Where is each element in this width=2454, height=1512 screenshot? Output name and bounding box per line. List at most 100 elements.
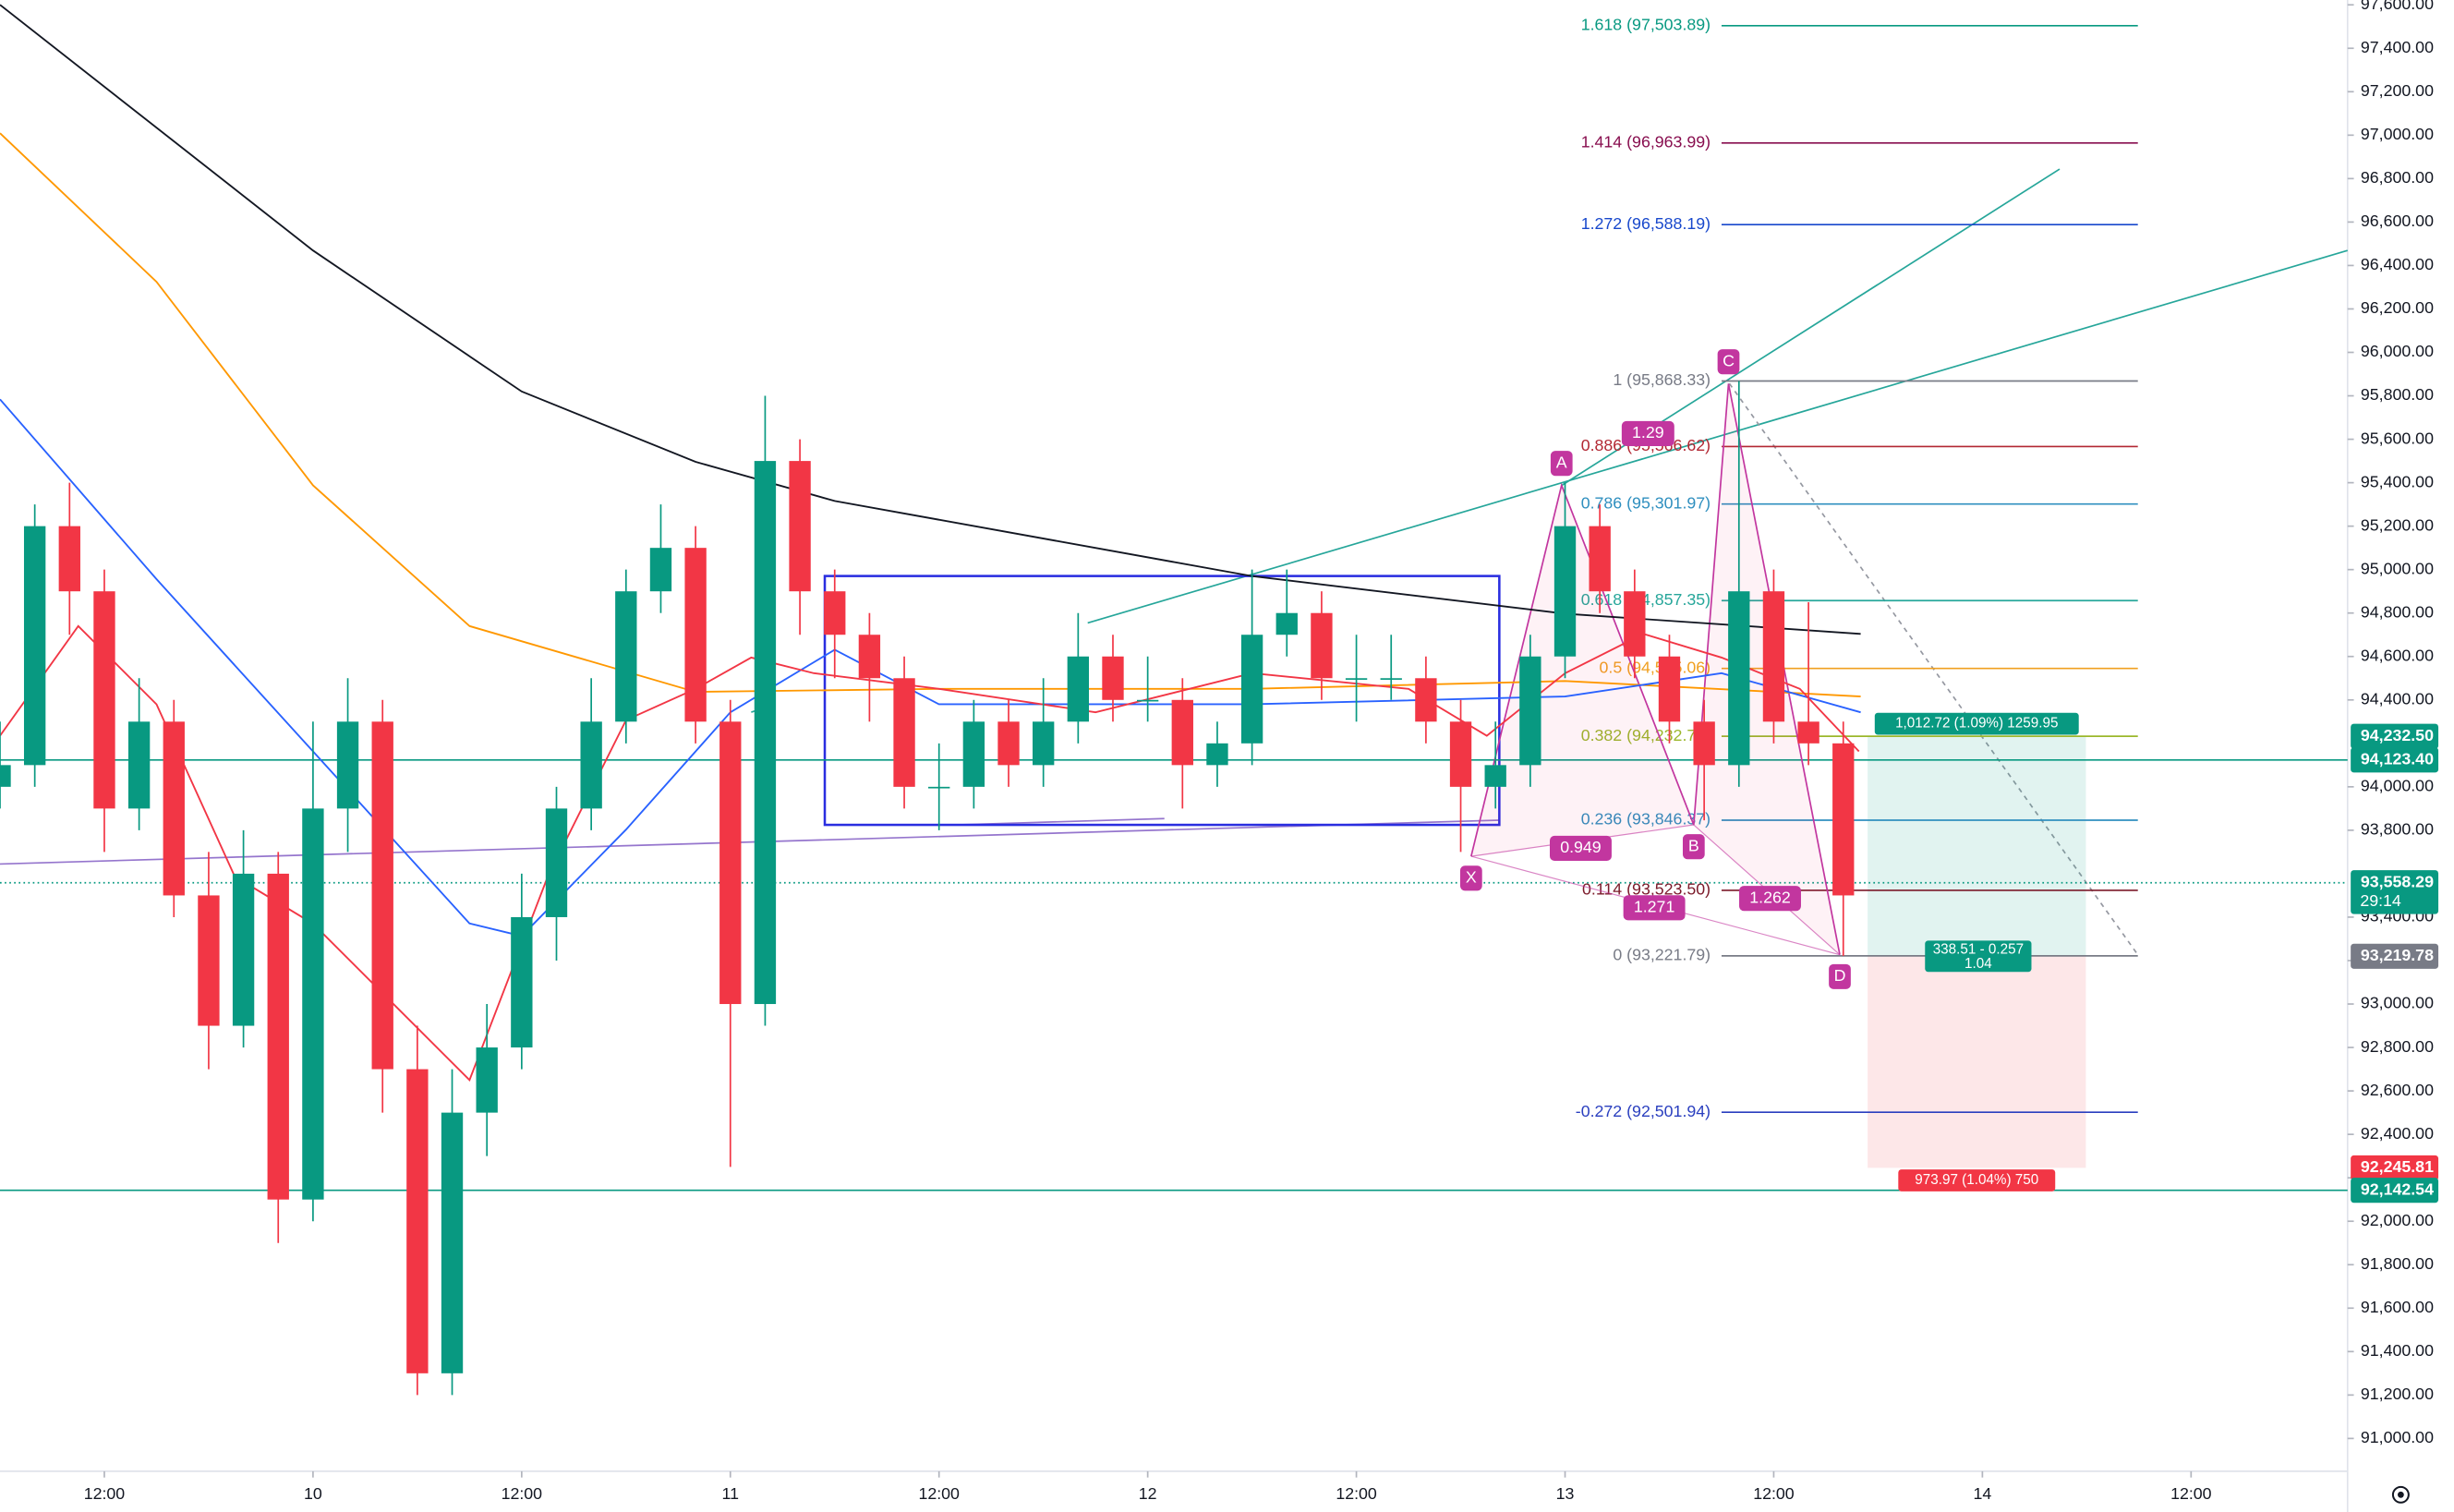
- pattern-point-label: C: [1723, 351, 1735, 369]
- pattern-point-label: D: [1834, 966, 1846, 985]
- pattern-point-label: X: [1466, 868, 1477, 887]
- candle-body: [476, 1047, 498, 1113]
- price-axis-badge: [2351, 870, 2439, 914]
- candle-body: [1415, 678, 1437, 722]
- candle-body: [1311, 612, 1333, 679]
- y-tick-label: 96,000.00: [2361, 342, 2434, 360]
- fib-label: 1 (95,868.33): [1613, 370, 1711, 389]
- candle-body: [0, 765, 11, 787]
- candle-body: [789, 461, 811, 592]
- ratio-label: 0.949: [1560, 838, 1602, 856]
- candle-body: [1762, 591, 1785, 722]
- fib-label: 0 (93,221.79): [1613, 946, 1711, 964]
- y-tick-label: 91,800.00: [2361, 1254, 2434, 1273]
- pattern-point-label: A: [1556, 453, 1567, 471]
- position-label: 338.51 - 0.257: [1933, 942, 2024, 958]
- pattern-point-badge: [1550, 451, 1573, 477]
- candle-body: [406, 1069, 429, 1373]
- candle-body: [1553, 526, 1577, 657]
- candle-body: [371, 721, 393, 1070]
- y-tick-label: 94,800.00: [2361, 602, 2434, 621]
- fib-label: 1.272 (96,588.19): [1581, 214, 1711, 233]
- candle-body: [93, 591, 115, 809]
- y-tick-label: 91,400.00: [2361, 1341, 2434, 1360]
- y-tick-label: 95,600.00: [2361, 429, 2434, 447]
- candle-body: [1658, 656, 1681, 722]
- y-tick-label: 92,000.00: [2361, 1211, 2434, 1229]
- fib-label: 0.5 (94,545.06): [1599, 658, 1711, 676]
- y-tick-label: 95,400.00: [2361, 472, 2434, 490]
- y-tick-label: 95,000.00: [2361, 559, 2434, 577]
- pattern-point-badge: [1717, 349, 1740, 375]
- x-tick-label: 14: [1973, 1484, 1991, 1503]
- y-tick-label: 95,800.00: [2361, 385, 2434, 404]
- candle-body: [1797, 721, 1819, 744]
- x-tick-label: 12:00: [1336, 1484, 1377, 1503]
- y-tick-label: 96,800.00: [2361, 168, 2434, 187]
- position-label: 973.97 (1.04%) 750: [1915, 1172, 2038, 1188]
- y-tick-label: 96,600.00: [2361, 212, 2434, 230]
- y-tick-label: 92,600.00: [2361, 1081, 2434, 1099]
- y-tick-label: 93,800.00: [2361, 820, 2434, 839]
- position-badge: [1925, 940, 2032, 973]
- candle-body: [1136, 699, 1159, 702]
- price-axis-label: 93,558.29: [2361, 872, 2434, 890]
- price-axis-badge: [2351, 747, 2439, 773]
- candle-body: [858, 635, 881, 679]
- range-box: [823, 575, 1501, 827]
- target-zone: [1868, 736, 2086, 957]
- candle-body: [928, 786, 950, 789]
- y-tick-label: 97,200.00: [2361, 81, 2434, 100]
- candle-body: [1102, 656, 1124, 700]
- x-tick-label: 12: [1139, 1484, 1157, 1503]
- candle-body: [23, 526, 46, 766]
- y-tick-label: 96,200.00: [2361, 298, 2434, 317]
- trend-line: [0, 819, 1500, 865]
- fib-label: 0.236 (93,846.37): [1581, 810, 1711, 829]
- y-tick-label: 97,600.00: [2361, 0, 2434, 13]
- pattern-point-badge: [1829, 963, 1851, 989]
- price-axis-label: 94,123.40: [2361, 750, 2434, 768]
- candle-body: [1240, 635, 1263, 744]
- price-axis-badge: [2351, 723, 2439, 749]
- y-tick-label: 95,200.00: [2361, 515, 2434, 534]
- candle-body: [302, 808, 324, 1200]
- price-axis-badge: [2351, 943, 2439, 969]
- position-badge: [1874, 712, 2079, 735]
- fib-label: 1.414 (96,963.99): [1581, 133, 1711, 151]
- candle-body: [1067, 656, 1090, 722]
- candle-body: [1693, 721, 1715, 766]
- y-tick-label: 91,600.00: [2361, 1298, 2434, 1316]
- settings-icon[interactable]: [2391, 1485, 2410, 1504]
- y-tick-label: 94,600.00: [2361, 646, 2434, 664]
- y-tick-label: 92,800.00: [2361, 1037, 2434, 1056]
- settings-icon-dot: [2397, 1491, 2404, 1498]
- fib-label: 0.114 (93,523.50): [1582, 880, 1711, 899]
- pattern-point-badge: [1682, 834, 1705, 860]
- price-axis-label: 94,232.50: [2361, 726, 2434, 744]
- candle-body: [824, 591, 846, 635]
- x-tick-label: 12:00: [918, 1484, 960, 1503]
- y-tick-label: 91,000.00: [2361, 1428, 2434, 1446]
- x-tick-label: 12:00: [1753, 1484, 1795, 1503]
- x-tick-label: 10: [304, 1484, 322, 1503]
- ratio-label: 1.29: [1632, 423, 1664, 442]
- candle-body: [511, 916, 533, 1048]
- candle-body: [198, 895, 220, 1026]
- candle-body: [1624, 591, 1646, 657]
- ratio-badge: [1623, 895, 1686, 921]
- y-tick-label: 92,400.00: [2361, 1124, 2434, 1143]
- candle-body: [1519, 656, 1541, 766]
- fib-label: 0.618 (94,857.35): [1581, 590, 1711, 609]
- candle-body: [1345, 678, 1368, 680]
- candle-body: [163, 721, 185, 896]
- price-axis-label: 92,142.54: [2361, 1179, 2434, 1198]
- candle-body: [649, 548, 672, 592]
- position-badge: [1898, 1169, 2056, 1191]
- x-tick-label: 11: [722, 1484, 740, 1503]
- candle-body: [1275, 612, 1298, 635]
- y-tick-label: 97,400.00: [2361, 38, 2434, 56]
- candle-body: [1033, 721, 1055, 766]
- candle-body: [580, 721, 602, 809]
